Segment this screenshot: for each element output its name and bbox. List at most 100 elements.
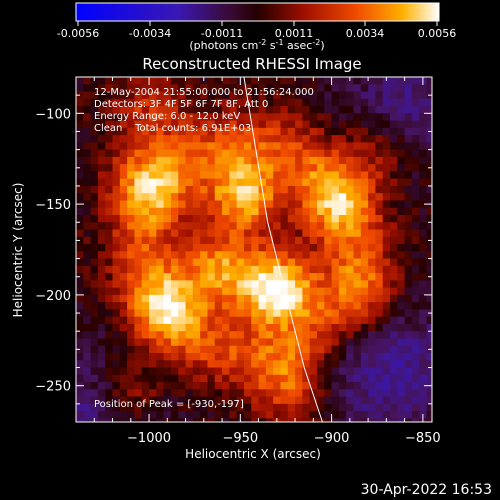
heatmap-cell bbox=[353, 156, 362, 165]
heatmap-cell bbox=[163, 236, 172, 245]
heatmap-cell bbox=[331, 91, 340, 100]
heatmap-cell bbox=[353, 273, 362, 281]
heatmap-cell bbox=[127, 178, 136, 187]
heatmap-cell bbox=[214, 273, 223, 281]
heatmap-cell bbox=[192, 229, 201, 238]
heatmap-cell bbox=[222, 353, 230, 361]
heatmap-cell bbox=[353, 149, 362, 158]
heatmap-cell bbox=[324, 135, 333, 143]
heatmap-cell bbox=[83, 265, 92, 274]
heatmap-cell bbox=[229, 200, 238, 209]
heatmap-cell bbox=[324, 396, 333, 405]
heatmap-cell bbox=[346, 302, 355, 311]
heatmap-cell bbox=[346, 156, 355, 165]
heatmap-cell bbox=[105, 113, 114, 122]
heatmap-cell bbox=[163, 178, 172, 187]
heatmap-cell bbox=[141, 360, 150, 369]
heatmap-cell bbox=[426, 178, 432, 187]
heatmap-cell bbox=[76, 316, 84, 325]
heatmap-cell bbox=[375, 127, 384, 136]
heatmap-cell bbox=[390, 411, 398, 419]
heatmap-cell bbox=[192, 113, 201, 122]
heatmap-cell bbox=[119, 229, 128, 238]
heatmap-cell bbox=[83, 244, 92, 252]
heatmap-cell bbox=[360, 236, 369, 245]
heatmap-cell bbox=[170, 367, 179, 376]
heatmap-cell bbox=[185, 207, 194, 216]
heatmap-cell bbox=[105, 229, 114, 238]
heatmap-cell bbox=[280, 135, 289, 143]
heatmap-cell bbox=[222, 149, 230, 158]
colorbar-ticks: -0.0056 -0.0034 -0.0011 0.0011 0.0034 0.0056 bbox=[57, 21, 456, 40]
heatmap-cell bbox=[273, 185, 282, 194]
heatmap-cell bbox=[222, 316, 230, 325]
heatmap-cell bbox=[214, 91, 223, 100]
heatmap-cell bbox=[280, 91, 289, 100]
heatmap-cell bbox=[390, 127, 398, 136]
heatmap-cell bbox=[338, 418, 347, 422]
heatmap-cell bbox=[419, 287, 428, 296]
heatmap-cell bbox=[360, 171, 369, 180]
heatmap-cell bbox=[97, 353, 106, 361]
heatmap-cell bbox=[265, 113, 274, 122]
heatmap-cell bbox=[280, 200, 289, 209]
heatmap-cell bbox=[163, 106, 172, 114]
heatmap-cell bbox=[338, 396, 347, 405]
heatmap-cell bbox=[97, 229, 106, 238]
heatmap-cell bbox=[185, 396, 194, 405]
heatmap-cell bbox=[251, 229, 260, 238]
heatmap-cell bbox=[127, 294, 136, 303]
heatmap-cell bbox=[192, 396, 201, 405]
heatmap-cell bbox=[273, 251, 282, 260]
heatmap-cell bbox=[76, 374, 84, 383]
heatmap-cell bbox=[287, 273, 296, 281]
heatmap-cell bbox=[353, 403, 362, 412]
heatmap-cell bbox=[368, 113, 377, 122]
heatmap-cell bbox=[265, 338, 274, 347]
heatmap-cell bbox=[280, 374, 289, 383]
heatmap-cell bbox=[229, 331, 238, 340]
heatmap-cell bbox=[236, 323, 245, 332]
heatmap-cell bbox=[97, 215, 106, 223]
heatmap-cell bbox=[397, 396, 406, 405]
heatmap-cell bbox=[368, 353, 377, 361]
heatmap-cell bbox=[324, 113, 333, 122]
heatmap-cell bbox=[295, 229, 303, 238]
heatmap-cell bbox=[360, 120, 369, 129]
heatmap-cell bbox=[127, 164, 136, 173]
heatmap-cell bbox=[309, 91, 318, 100]
heatmap-cell bbox=[346, 345, 355, 354]
heatmap-cell bbox=[127, 215, 136, 223]
heatmap-cell bbox=[83, 215, 92, 223]
heatmap-cell bbox=[331, 294, 340, 303]
heatmap-cell bbox=[397, 258, 406, 267]
heatmap-cell bbox=[83, 142, 92, 151]
heatmap-cell bbox=[353, 178, 362, 187]
heatmap-cell bbox=[200, 135, 209, 143]
heatmap-cell bbox=[287, 236, 296, 245]
heatmap-cell bbox=[324, 323, 333, 332]
heatmap-cell bbox=[397, 345, 406, 354]
heatmap-cell bbox=[331, 382, 340, 390]
heatmap-cell bbox=[222, 251, 230, 260]
heatmap-cell bbox=[178, 135, 187, 143]
heatmap-cell bbox=[353, 338, 362, 347]
heatmap-cell bbox=[426, 396, 432, 405]
heatmap-cell bbox=[426, 389, 432, 398]
heatmap-cell bbox=[353, 265, 362, 274]
heatmap-cell bbox=[273, 113, 282, 122]
heatmap-cell bbox=[149, 236, 157, 245]
heatmap-cell bbox=[397, 418, 406, 422]
heatmap-cell bbox=[309, 135, 318, 143]
heatmap-cell bbox=[404, 360, 413, 369]
heatmap-cell bbox=[178, 302, 187, 311]
heatmap-cell bbox=[149, 353, 157, 361]
heatmap-cell bbox=[112, 222, 121, 231]
heatmap-cell bbox=[390, 265, 398, 274]
heatmap-cell bbox=[316, 287, 325, 296]
heatmap-cell bbox=[200, 345, 209, 354]
heatmap-cell bbox=[346, 178, 355, 187]
heatmap-cell bbox=[112, 229, 121, 238]
heatmap-cell bbox=[112, 403, 121, 412]
heatmap-cell bbox=[390, 229, 398, 238]
